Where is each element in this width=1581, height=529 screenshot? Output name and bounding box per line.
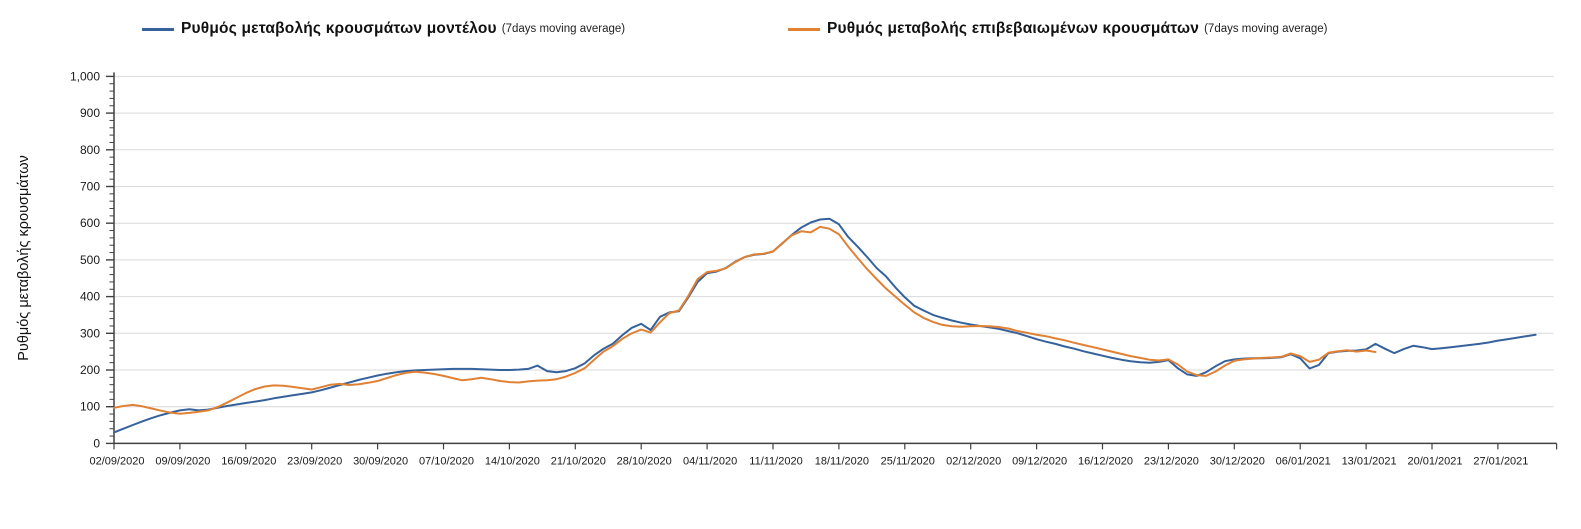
- x-tick-label: 28/10/2020: [617, 455, 672, 467]
- y-tick-label: 700: [80, 180, 100, 194]
- y-tick-label: 100: [80, 400, 100, 414]
- x-tick-label: 23/12/2020: [1144, 455, 1199, 467]
- x-tick-label: 07/10/2020: [419, 455, 474, 467]
- x-tick-label: 27/01/2021: [1473, 455, 1528, 467]
- y-tick-label: 200: [80, 363, 100, 377]
- y-tick-label: 600: [80, 216, 100, 230]
- x-tick-label: 06/01/2021: [1276, 455, 1331, 467]
- y-tick-label: 0: [93, 436, 100, 450]
- x-tick-label: 30/12/2020: [1210, 455, 1265, 467]
- y-tick-label: 900: [80, 106, 100, 120]
- x-tick-label: 04/11/2020: [683, 455, 737, 467]
- y-axis-title: Ρυθμός μεταβολής κρουσμάτων: [16, 155, 32, 361]
- legend-suffix-confirmed: (7days moving average): [1204, 23, 1328, 35]
- y-tick-label: 400: [80, 290, 100, 304]
- x-tick-label: 20/01/2021: [1407, 455, 1462, 467]
- x-tick-label: 25/11/2020: [881, 455, 935, 467]
- y-tick-label: 500: [80, 253, 100, 267]
- y-tick-label: 1,000: [70, 69, 100, 83]
- x-tick-label: 18/11/2020: [815, 455, 869, 467]
- x-tick-label: 14/10/2020: [485, 455, 540, 467]
- x-tick-label: 16/12/2020: [1078, 455, 1133, 467]
- x-tick-label: 02/09/2020: [89, 455, 144, 467]
- x-tick-label: 02/12/2020: [946, 455, 1001, 467]
- y-tick-label: 800: [80, 143, 100, 157]
- x-tick-label: 23/09/2020: [287, 455, 342, 467]
- y-tick-label: 300: [80, 326, 100, 340]
- x-tick-label: 09/12/2020: [1012, 455, 1067, 467]
- legend-line-swatch-confirmed: [788, 27, 820, 31]
- legend-item-confirmed: Ρυθμός μεταβολής επιβεβαιωμένων κρουσμάτ…: [788, 20, 1327, 38]
- series-line-confirmed: [113, 225, 1377, 415]
- x-tick-label: 13/01/2021: [1342, 455, 1397, 467]
- x-tick-label: 21/10/2020: [551, 455, 606, 467]
- x-tick-label: 30/09/2020: [353, 455, 408, 467]
- legend-label-confirmed: Ρυθμός μεταβολής επιβεβαιωμένων κρουσμάτ…: [827, 20, 1200, 37]
- x-tick-label: 11/11/2020: [749, 455, 802, 467]
- legend-suffix-model: (7days moving average): [501, 23, 626, 35]
- x-tick-label: 09/09/2020: [155, 455, 210, 467]
- series-line-model: [113, 217, 1537, 434]
- legend-line-swatch-model: [142, 27, 174, 31]
- x-tick-label: 16/09/2020: [221, 455, 276, 467]
- legend-label-model: Ρυθμός μεταβολής κρουσμάτων μοντέλου: [181, 20, 497, 37]
- legend-item-model: Ρυθμός μεταβολής κρουσμάτων μοντέλου (7d…: [142, 20, 625, 38]
